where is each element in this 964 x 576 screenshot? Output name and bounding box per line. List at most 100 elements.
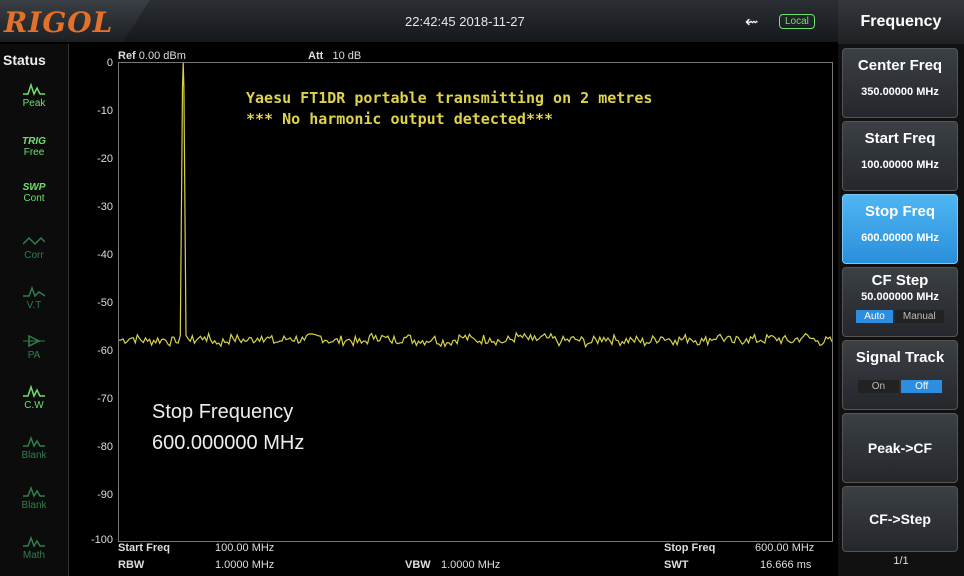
center-freq-label: Center Freq xyxy=(857,57,943,74)
status-corr: Corr xyxy=(0,234,68,261)
y-tick-label: -70 xyxy=(97,393,113,405)
status-blank-2-label: Blank xyxy=(21,500,47,511)
status-corr-label: Corr xyxy=(24,250,44,261)
status-math: Math xyxy=(0,534,68,561)
footer-start-freq: Start Freq xyxy=(118,542,170,554)
footer-vbw: VBW xyxy=(405,559,431,571)
start-freq-button[interactable]: Start Freq 100.00000 MHz xyxy=(842,121,958,191)
footer-swt: SWT xyxy=(664,559,688,571)
rbw-label: RBW xyxy=(118,559,145,571)
status-blank-2: Blank xyxy=(0,484,68,511)
signal-track-button[interactable]: Signal Track On Off xyxy=(842,340,958,410)
status-trig-sub: Free xyxy=(23,147,45,158)
cf-to-step-label: CF->Step xyxy=(869,511,931,527)
y-tick-label: -80 xyxy=(97,441,113,453)
vt-icon xyxy=(0,284,68,300)
start-freq-menu-value: 100.00000 MHz xyxy=(861,159,939,171)
swt-value: 16.666 ms xyxy=(760,559,812,571)
rbw-value: 1.0000 MHz xyxy=(215,559,275,571)
ref-value: 0.00 dBm xyxy=(138,50,186,62)
status-panel: Status Peak TRIG Free SWP Cont Corr V.T … xyxy=(0,44,69,576)
math-icon xyxy=(0,534,68,550)
annotation-line-1: Yaesu FT1DR portable transmitting on 2 m… xyxy=(246,89,653,107)
annotation-text: Yaesu FT1DR portable transmitting on 2 m… xyxy=(246,88,652,130)
y-tick-label: -30 xyxy=(97,201,113,213)
status-peak: Peak xyxy=(0,82,68,109)
status-vt-label: V.T xyxy=(26,300,42,311)
stop-freq-menu-value: 600.00000 MHz xyxy=(861,232,939,244)
soft-menu: Frequency Center Freq 350.00000 MHz Star… xyxy=(838,0,964,576)
stop-freq-button[interactable]: Stop Freq 600.00000 MHz xyxy=(842,194,958,264)
peak-to-cf-button[interactable]: Peak->CF xyxy=(842,413,958,483)
status-title: Status xyxy=(3,52,46,68)
signal-track-on-toggle[interactable]: On xyxy=(857,380,900,393)
local-badge: Local xyxy=(779,14,815,29)
cf-step-manual-toggle[interactable]: Manual xyxy=(894,310,944,323)
y-tick-label: -60 xyxy=(97,345,113,357)
status-swp: SWP Cont xyxy=(0,182,68,204)
status-vt: V.T xyxy=(0,284,68,311)
y-tick-label: -100 xyxy=(90,534,113,546)
y-tick-label: -50 xyxy=(97,297,113,309)
menu-title: Frequency xyxy=(838,0,964,44)
footer-stop-freq: Stop Freq xyxy=(664,542,715,554)
rigol-logo: RIGOL xyxy=(0,0,150,42)
cw-icon xyxy=(0,384,68,400)
status-pa-label: PA xyxy=(27,350,41,361)
cf-step-label: CF Step xyxy=(871,272,929,289)
datetime: 22:42:45 2018-11-27 xyxy=(405,14,525,29)
cf-step-value: 50.000000 MHz xyxy=(861,291,939,303)
cf-to-step-button[interactable]: CF->Step xyxy=(842,486,958,552)
spectrum-trace-series-0 xyxy=(119,63,832,349)
y-tick-label: -40 xyxy=(97,249,113,261)
status-pa: PA xyxy=(0,334,68,361)
top-bar: RIGOL 22:42:45 2018-11-27 ⇜ Local xyxy=(0,0,838,42)
stop-frequency-title: Stop Frequency xyxy=(152,401,294,423)
start-freq-menu-label: Start Freq xyxy=(864,130,936,147)
status-blank-1-label: Blank xyxy=(21,450,47,461)
cf-step-button[interactable]: CF Step 50.000000 MHz Auto Manual xyxy=(842,267,958,337)
blank-icon xyxy=(0,484,68,500)
stop-freq-menu-label: Stop Freq xyxy=(865,203,935,220)
swt-label: SWT xyxy=(664,559,689,571)
usb-icon: ⇜ xyxy=(745,14,759,31)
status-math-label: Math xyxy=(22,550,46,561)
logo-text: RIGOL xyxy=(4,6,114,39)
status-blank-1: Blank xyxy=(0,434,68,461)
y-tick-label: -20 xyxy=(97,153,113,165)
ref-level: Ref 0.00 dBm xyxy=(118,50,186,62)
trig-icon: TRIG xyxy=(22,136,46,147)
center-freq-value: 350.00000 MHz xyxy=(861,86,939,98)
stop-frequency-overlay: Stop Frequency 600.000000 MHz xyxy=(152,397,304,459)
ref-label: Ref xyxy=(118,50,136,62)
menu-page-indicator: 1/1 xyxy=(893,555,909,567)
attenuation: Att 10 dB xyxy=(308,50,361,62)
status-swp-sub: Cont xyxy=(23,193,45,204)
start-freq-value: 100.00 MHz xyxy=(215,542,275,554)
status-cw: C.W xyxy=(0,384,68,411)
corr-icon xyxy=(0,234,68,250)
peak-to-cf-label: Peak->CF xyxy=(867,440,933,456)
peak-icon xyxy=(0,82,68,98)
footer-rbw: RBW xyxy=(118,559,144,571)
signal-track-off-toggle[interactable]: Off xyxy=(901,380,943,393)
vbw-value: 1.0000 MHz xyxy=(441,559,501,571)
swp-icon: SWP xyxy=(22,182,46,193)
start-freq-label: Start Freq xyxy=(118,542,170,554)
cf-step-auto-toggle[interactable]: Auto xyxy=(856,310,893,323)
status-cw-label: C.W xyxy=(24,400,44,411)
y-tick-label: -10 xyxy=(97,105,113,117)
annotation-line-2: *** No harmonic output detected*** xyxy=(246,110,554,128)
blank-icon xyxy=(0,434,68,450)
stop-freq-value: 600.00 MHz xyxy=(755,542,815,554)
y-tick-label: 0 xyxy=(106,57,113,69)
att-label: Att xyxy=(308,50,324,62)
signal-track-label: Signal Track xyxy=(855,349,945,366)
status-peak-label: Peak xyxy=(22,98,46,109)
status-trig: TRIG Free xyxy=(0,136,68,158)
y-tick-label: -90 xyxy=(97,489,113,501)
center-freq-button[interactable]: Center Freq 350.00000 MHz xyxy=(842,48,958,118)
spectrum-trace-svg xyxy=(119,63,832,349)
stop-freq-label: Stop Freq xyxy=(664,542,716,554)
vbw-label: VBW xyxy=(405,559,431,571)
